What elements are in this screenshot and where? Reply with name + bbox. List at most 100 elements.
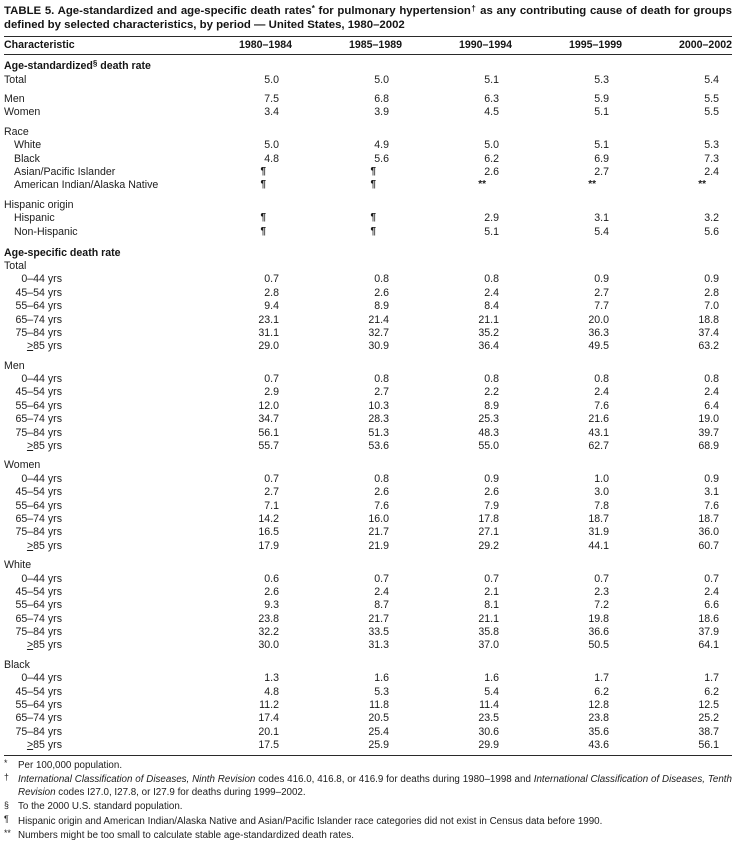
rate-value: 2.7 bbox=[264, 486, 279, 499]
rate-value: 43.1 bbox=[588, 426, 609, 439]
footnote-text: International Classification of Diseases… bbox=[18, 773, 732, 799]
rate-value: 37.0 bbox=[478, 639, 499, 652]
rate-value: 3.4 bbox=[264, 106, 279, 119]
rate-value: 2.7 bbox=[594, 286, 609, 299]
rate-value: 20.5 bbox=[368, 712, 389, 725]
text-segment: International Classification of Diseases… bbox=[18, 773, 732, 799]
rate-value: 6.2 bbox=[594, 685, 609, 698]
group-label: Women bbox=[4, 459, 41, 472]
table-row: Total 5.0 5.0 5.1 5.3 5.4 bbox=[4, 73, 732, 86]
rate-value: 49.5 bbox=[588, 340, 609, 353]
row-label: >85 yrs bbox=[4, 639, 182, 652]
age-group-label: 0–44 yrs bbox=[21, 273, 62, 286]
rate-value: 6.4 bbox=[704, 399, 719, 412]
table-row: 75–84 yrs 16.5 21.7 27.1 31.9 36.0 bbox=[4, 526, 732, 539]
header-row: Characteristic 1980–1984 1985–1989 1990–… bbox=[4, 36, 732, 56]
rate-value: 11.8 bbox=[369, 699, 389, 712]
rate-value: 12.5 bbox=[698, 699, 719, 712]
rate-value: 5.4 bbox=[594, 225, 609, 238]
rate-value: 21.1 bbox=[478, 612, 499, 625]
rate-value: 0.8 bbox=[374, 273, 389, 286]
table-row: Men 7.5 6.8 6.3 5.9 5.5 bbox=[4, 87, 732, 106]
table-row: Hispanic ¶ ¶ 2.9 3.1 3.2 bbox=[4, 212, 732, 225]
rate-value: 3.1 bbox=[594, 212, 609, 225]
rate-value: 0.6 bbox=[264, 572, 279, 585]
rate-value: 30.0 bbox=[258, 639, 279, 652]
footnote-symbol-cell: ** bbox=[588, 179, 596, 191]
rate-value: 25.3 bbox=[478, 413, 499, 426]
row-label: 45–54 yrs bbox=[4, 586, 182, 599]
greater-equal-symbol: > bbox=[26, 439, 34, 452]
age-group-label: 0–44 yrs bbox=[21, 672, 62, 685]
group-label: White bbox=[4, 559, 32, 572]
row-label: 0–44 yrs bbox=[4, 572, 182, 585]
rate-value: 0.7 bbox=[704, 572, 719, 585]
table-row: Non-Hispanic ¶ ¶ 5.1 5.4 5.6 bbox=[4, 225, 732, 238]
rate-value: 18.7 bbox=[588, 512, 609, 525]
rate-value: 5.4 bbox=[704, 73, 719, 86]
table-row: 45–54 yrs 2.6 2.4 2.1 2.3 2.4 bbox=[4, 586, 732, 599]
footnote-text: Numbers might be too small to calculate … bbox=[18, 829, 732, 842]
column-header-1985-1989: 1985–1989 bbox=[292, 36, 402, 56]
rate-value: 2.8 bbox=[704, 286, 719, 299]
rate-value: 36.6 bbox=[588, 626, 609, 639]
row-label: >85 yrs bbox=[4, 440, 182, 453]
rate-value: 0.8 bbox=[704, 373, 719, 386]
rate-value: 29.2 bbox=[478, 539, 499, 552]
age-group-label: 55–64 yrs bbox=[15, 499, 62, 512]
rate-value: 7.5 bbox=[264, 93, 279, 106]
text-segment: as any contributing cause of death for g… bbox=[4, 5, 732, 31]
rate-value: 20.1 bbox=[258, 725, 279, 738]
table-row: 75–84 yrs 20.1 25.4 30.6 35.6 38.7 bbox=[4, 725, 732, 738]
footnote: ** Numbers might be too small to calculat… bbox=[4, 828, 732, 842]
rate-value: 51.3 bbox=[368, 426, 389, 439]
rate-value: 8.9 bbox=[484, 399, 499, 412]
rate-value: 44.1 bbox=[588, 539, 609, 552]
age-group-label: 55–64 yrs bbox=[15, 300, 62, 313]
footnote-symbol-cell: ¶ bbox=[260, 225, 266, 237]
row-label: 65–74 yrs bbox=[4, 413, 182, 426]
table-header: Characteristic 1980–1984 1985–1989 1990–… bbox=[4, 36, 732, 56]
greater-equal-symbol: > bbox=[26, 340, 34, 353]
rate-value: 35.2 bbox=[478, 326, 499, 339]
table-row: >85 yrs 17.5 25.9 29.9 43.6 56.1 bbox=[4, 739, 732, 755]
row-label: Non-Hispanic bbox=[14, 225, 78, 238]
row-label: Black bbox=[14, 152, 40, 165]
row-label: Total bbox=[4, 73, 27, 86]
text-segment: Age-standardized bbox=[4, 60, 93, 73]
footnote-symbol-cell: ** bbox=[698, 179, 706, 191]
footnote: * Per 100,000 population. bbox=[4, 758, 732, 772]
row-label: 55–64 yrs bbox=[4, 499, 182, 512]
rate-value: 50.5 bbox=[588, 639, 609, 652]
rate-value: 36.3 bbox=[588, 326, 609, 339]
rate-value: 12.8 bbox=[588, 699, 609, 712]
rate-value: 7.7 bbox=[594, 300, 609, 313]
table-row: 65–74 yrs 23.8 21.7 21.1 19.8 18.6 bbox=[4, 612, 732, 625]
rate-value: 64.1 bbox=[698, 639, 719, 652]
footnote-symbol-cell: ** bbox=[478, 179, 486, 191]
rate-value: 0.9 bbox=[484, 472, 499, 485]
row-label: 0–44 yrs bbox=[4, 672, 182, 685]
section-header-row: Age-standardized§ death rate bbox=[4, 55, 732, 73]
rate-value: 2.6 bbox=[264, 585, 279, 598]
text-segment: Hispanic origin and American Indian/Alas… bbox=[18, 815, 603, 827]
rate-value: 35.6 bbox=[588, 725, 609, 738]
rate-value: 21.7 bbox=[368, 526, 389, 539]
row-label: Men bbox=[4, 93, 25, 106]
rate-value: 17.4 bbox=[258, 712, 279, 725]
footnote-marker: * bbox=[4, 758, 8, 769]
rate-value: 2.6 bbox=[374, 486, 389, 499]
age-group-label: 45–54 yrs bbox=[15, 685, 62, 698]
rate-value: 7.9 bbox=[484, 499, 499, 512]
rate-value: 5.1 bbox=[484, 225, 499, 238]
row-label: 75–84 yrs bbox=[4, 626, 182, 639]
rate-value: 3.2 bbox=[704, 212, 719, 225]
rate-value: 32.7 bbox=[368, 326, 389, 339]
rate-value: 11.2 bbox=[259, 699, 279, 712]
table-row: American Indian/Alaska Native ¶ ¶ ** ** ** bbox=[4, 179, 732, 192]
rate-value: 7.6 bbox=[594, 399, 609, 412]
rate-value: 20.0 bbox=[588, 313, 609, 326]
footnote-marker: ¶ bbox=[4, 814, 9, 825]
text-segment: TABLE 5. Age-standardized and age-specif… bbox=[4, 5, 312, 17]
age-group-label: 0–44 yrs bbox=[21, 472, 62, 485]
